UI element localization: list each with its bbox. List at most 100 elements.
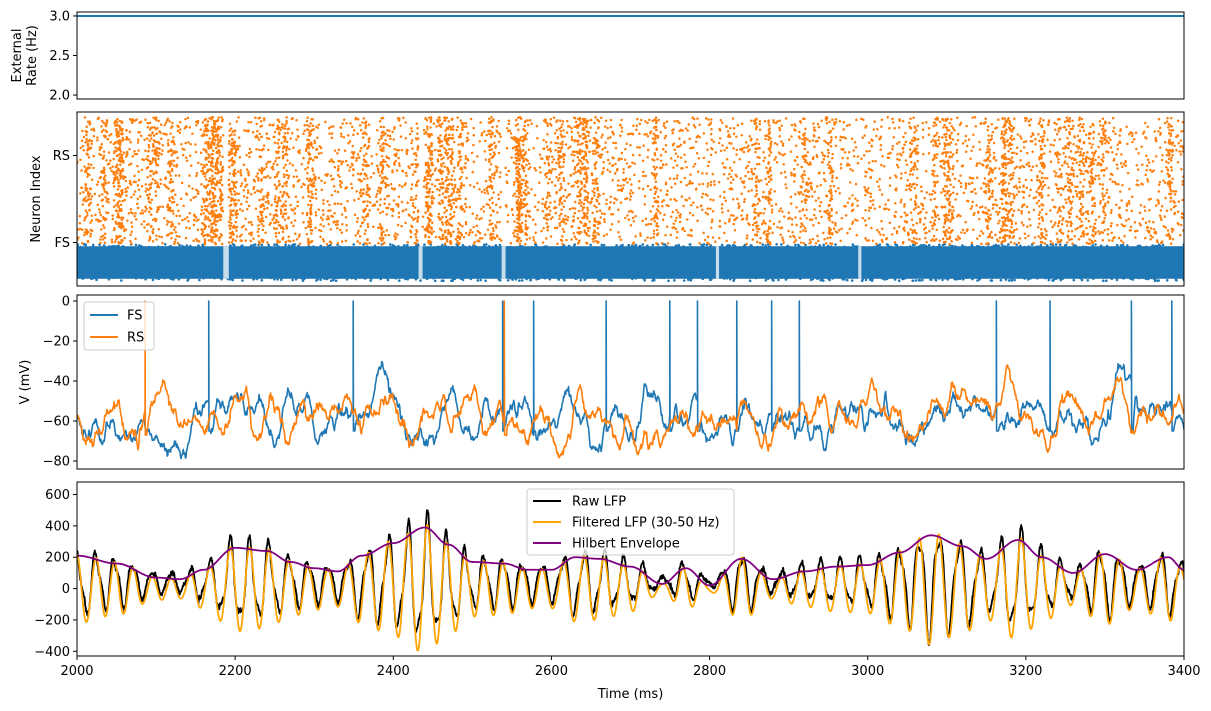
fs-spike — [1036, 245, 1040, 248]
rs-spike — [307, 220, 310, 224]
rs-spike — [655, 222, 659, 225]
fs-spike — [794, 243, 797, 247]
fs-spike — [459, 275, 463, 278]
fs-spike — [148, 245, 151, 249]
fs-spike — [897, 279, 901, 283]
fs-spike — [1072, 278, 1076, 282]
rs-spike — [1119, 161, 1123, 165]
fs-spike — [414, 277, 418, 281]
fs-spike — [319, 263, 322, 267]
fs-spike — [1046, 244, 1049, 247]
rs-spike — [641, 174, 645, 178]
fs-spike — [364, 270, 368, 274]
rs-spike — [675, 199, 678, 203]
fs-spike — [307, 264, 310, 268]
rs-spike — [811, 139, 815, 142]
fs-spike — [407, 246, 410, 250]
fs-gap — [715, 246, 720, 279]
fs-spike — [319, 244, 323, 248]
fs-spike — [700, 255, 703, 258]
fs-spike — [204, 274, 207, 277]
rs-spike — [840, 216, 844, 220]
fs-spike — [160, 251, 163, 254]
rs-spike — [1030, 168, 1033, 172]
fs-spike — [749, 270, 753, 273]
rs-spike — [605, 198, 608, 202]
fs-spike — [463, 245, 467, 249]
rs-spike — [424, 143, 428, 147]
fs-spike — [1083, 263, 1087, 267]
fs-spike — [738, 261, 741, 264]
fs-spike — [151, 278, 155, 282]
fs-spike — [513, 249, 516, 253]
fs-spike — [579, 278, 583, 282]
fs-spike — [455, 257, 459, 261]
fs-spike — [312, 270, 315, 273]
fs-spike — [895, 252, 898, 255]
rs-spike — [279, 199, 282, 203]
fs-spike — [910, 257, 913, 261]
rs-spike — [202, 211, 206, 215]
fs-spike — [248, 257, 252, 261]
fs-spike — [402, 244, 406, 247]
fs-spike — [872, 254, 876, 257]
fs-spike — [899, 257, 902, 260]
fs-spike — [167, 245, 171, 249]
fs-spike — [94, 252, 97, 256]
rs-spike — [881, 227, 884, 231]
fs-spike — [593, 250, 596, 253]
fs-spike — [234, 263, 237, 267]
rs-spike — [99, 241, 102, 245]
fs-spike — [479, 255, 483, 259]
fs-spike — [270, 268, 274, 271]
fs-spike — [1111, 250, 1115, 253]
rs-spike — [341, 160, 345, 163]
fs-spike — [341, 247, 345, 250]
fs-spike — [389, 256, 392, 260]
fs-spike — [752, 249, 755, 253]
fs-spike — [610, 279, 613, 282]
fs-spike — [922, 256, 925, 260]
rs-spike — [250, 231, 254, 234]
fs-spike — [482, 266, 486, 270]
fs-spike — [1025, 267, 1028, 271]
fs-spike — [536, 276, 540, 279]
fs-spike — [662, 261, 666, 264]
fs-spike — [185, 257, 189, 260]
fs-spike — [242, 252, 246, 256]
fs-spike — [108, 255, 111, 259]
rs-spike — [218, 239, 221, 242]
fs-spike — [542, 261, 546, 264]
fs-spike — [371, 265, 375, 269]
fs-spike — [724, 249, 728, 252]
fs-spike — [195, 272, 198, 275]
rs-spike — [672, 222, 676, 226]
fs-spike — [521, 250, 524, 253]
fs-spike — [569, 273, 572, 277]
rs-spike — [983, 177, 987, 180]
fs-spike — [1116, 256, 1119, 260]
fs-spike — [400, 275, 404, 279]
fs-spike — [687, 278, 690, 282]
fs-spike — [356, 261, 359, 264]
fs-spike — [565, 275, 569, 279]
fs-spike — [667, 260, 671, 263]
fs-spike — [574, 268, 578, 272]
fs-spike — [701, 245, 705, 248]
fs-spike — [88, 246, 92, 250]
fs-spike — [440, 275, 444, 279]
fs-spike — [316, 247, 320, 250]
fs-spike — [313, 248, 317, 251]
fs-spike — [1107, 248, 1111, 252]
rs-spike — [1068, 185, 1071, 189]
fs-spike — [1152, 271, 1156, 275]
fs-spike — [833, 246, 837, 250]
fs-spike — [1147, 251, 1151, 254]
fs-spike — [190, 258, 194, 261]
fs-spike — [827, 258, 830, 262]
fs-spike — [770, 247, 773, 251]
rs-spike — [462, 184, 466, 187]
fs-spike — [185, 274, 188, 278]
fs-spike — [294, 269, 298, 272]
fs-spike — [997, 244, 1000, 248]
